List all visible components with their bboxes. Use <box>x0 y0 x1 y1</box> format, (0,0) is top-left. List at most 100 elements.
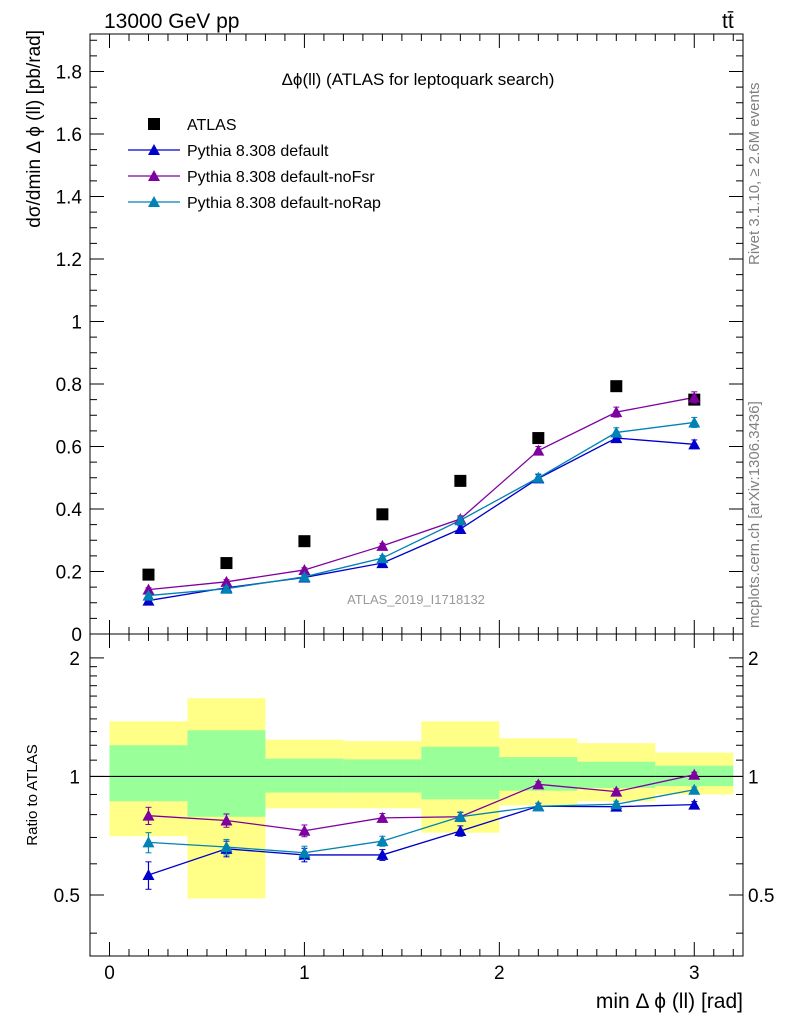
ratio-point-noFsr <box>142 809 155 821</box>
legend-label-noFsr: Pythia 8.308 default-noFsr <box>187 169 375 186</box>
data-point-data <box>220 557 233 570</box>
legend-marker-noFsr <box>148 170 160 181</box>
data-point-data <box>376 508 389 521</box>
inner-uncertainty-band <box>187 730 266 817</box>
data-point-noFsr <box>220 575 233 587</box>
data-point-data <box>610 380 623 393</box>
legend-marker-data <box>148 118 160 130</box>
ratio-point-noRap <box>532 800 545 812</box>
ratio-point-default <box>454 824 467 836</box>
y-tick-label: 0.8 <box>56 375 82 396</box>
chart-title: Δϕ(ll) (ATLAS for leptoquark search) <box>282 70 555 89</box>
legend-label-noRap: Pythia 8.308 default-noRap <box>187 195 381 212</box>
uncertainty-bands <box>109 698 734 899</box>
ratio-point-noRap <box>142 836 155 848</box>
ratio-point-noRap <box>454 810 467 822</box>
ratio-point-noRap <box>220 840 233 852</box>
y-tick-label: 0.4 <box>56 500 83 521</box>
main-series-lines <box>148 396 695 602</box>
ratio-y-tick-label: 0.5 <box>54 886 80 907</box>
ratio-point-default <box>376 848 389 860</box>
x-tick-label: 1 <box>299 963 310 984</box>
data-point-noFsr <box>376 539 389 551</box>
data-point-noFsr <box>688 391 701 403</box>
ratio-point-noRap <box>688 783 701 795</box>
data-point-noRap <box>532 471 545 483</box>
y-tick-label: 0.2 <box>56 563 82 584</box>
series-line-default <box>148 437 695 602</box>
mcplots-source-label: mcplots.cern.ch [arXiv:1306.3436] <box>746 401 763 628</box>
ratio-y-tick-label: 2 <box>69 649 80 670</box>
data-point-noFsr <box>298 563 311 575</box>
ratio-axis-ticks: 0.5 0.5 1 1 2 2 0 1 2 3 <box>54 634 774 984</box>
legend-marker-noRap <box>148 196 160 207</box>
ratio-y-axis-label: Ratio to ATLAS <box>24 744 41 845</box>
x-tick-label: 2 <box>494 963 505 984</box>
ratio-point-noFsr <box>220 814 233 826</box>
collision-energy-label: 13000 GeV pp <box>104 10 239 33</box>
main-panel: 0 0.2 0.4 0.6 0.8 1 1.2 1.4 1.6 1.8 Δϕ(ll) (ATLAS… <box>24 30 744 646</box>
y-tick-label: 1.2 <box>56 250 82 271</box>
data-point-data <box>298 535 311 548</box>
y-tick-label: 1.4 <box>56 188 83 209</box>
ratio-line-noFsr <box>148 774 695 832</box>
data-point-noRap <box>142 589 155 601</box>
y-tick-label: 0 <box>71 625 82 646</box>
inner-uncertainty-band <box>421 746 500 800</box>
ratio-point-noRap <box>376 835 389 847</box>
ratio-series-lines <box>148 774 695 876</box>
data-point-noRap <box>688 416 701 428</box>
data-point-data <box>532 432 545 445</box>
y-axis-label: dσ/dmin Δ ϕ (ll) [pb/rad] <box>24 30 45 228</box>
ratio-point-default <box>688 798 701 810</box>
x-axis-label: min Δ ϕ (ll) [rad] <box>596 990 743 1013</box>
ratio-line-noRap <box>148 789 695 854</box>
data-point-data <box>454 474 467 487</box>
analysis-id-watermark: ATLAS_2019_I1718132 <box>347 592 485 607</box>
y-tick-label: 1.6 <box>56 125 82 146</box>
series-line-noFsr <box>148 396 695 591</box>
inner-uncertainty-band <box>109 745 188 802</box>
data-point-noRap <box>454 514 467 526</box>
data-point-default <box>688 438 701 450</box>
y-tick-label: 1.8 <box>56 63 82 84</box>
legend-marker-default <box>148 144 160 155</box>
data-point-default <box>454 523 467 534</box>
ratio-y-tick-label-right: 1 <box>748 767 759 788</box>
ratio-point-default <box>142 869 155 881</box>
data-point-data <box>142 568 155 581</box>
data-point-noFsr <box>142 583 155 595</box>
ratio-y-tick-label-right: 0.5 <box>748 886 774 907</box>
ratio-point-noFsr <box>298 824 311 836</box>
ratio-plot-frame <box>89 633 744 957</box>
series-line-noRap <box>148 421 695 597</box>
ratio-point-noFsr <box>532 778 545 790</box>
data-point-noRap <box>298 570 311 582</box>
data-point-noFsr <box>610 406 623 418</box>
ratio-point-noRap <box>610 798 623 810</box>
ratio-panel: 0.5 0.5 1 1 2 2 0 1 2 3 Ratio to ATLAS <box>24 633 774 984</box>
y-tick-label: 1 <box>71 313 82 334</box>
ratio-y-tick-label-right: 2 <box>748 649 759 670</box>
process-label: tt̄ <box>722 10 734 33</box>
ratio-series-markers <box>142 768 701 890</box>
data-point-noRap <box>376 552 389 564</box>
inner-uncertainty-band <box>577 761 656 788</box>
data-point-noFsr <box>532 444 545 456</box>
ratio-line-default <box>148 803 695 876</box>
legend-label-default: Pythia 8.308 default <box>187 143 329 160</box>
rivet-version-label: Rivet 3.1.10, ≥ 2.6M events <box>746 83 763 266</box>
x-tick-label: 0 <box>104 963 115 984</box>
ratio-point-noFsr <box>376 811 389 823</box>
data-point-noRap <box>220 582 233 594</box>
ratio-point-noFsr <box>610 785 623 797</box>
legend: ATLAS Pythia 8.308 default Pythia 8.308 de… <box>128 117 381 212</box>
ratio-point-noRap <box>298 846 311 858</box>
data-point-noRap <box>610 426 623 438</box>
inner-uncertainty-band <box>265 758 344 793</box>
main-axis-ticks: 0 0.2 0.4 0.6 0.8 1 1.2 1.4 1.6 1.8 <box>56 34 743 646</box>
main-series-markers <box>142 380 701 606</box>
legend-label-data: ATLAS <box>187 117 237 134</box>
ratio-point-noFsr <box>688 768 701 780</box>
